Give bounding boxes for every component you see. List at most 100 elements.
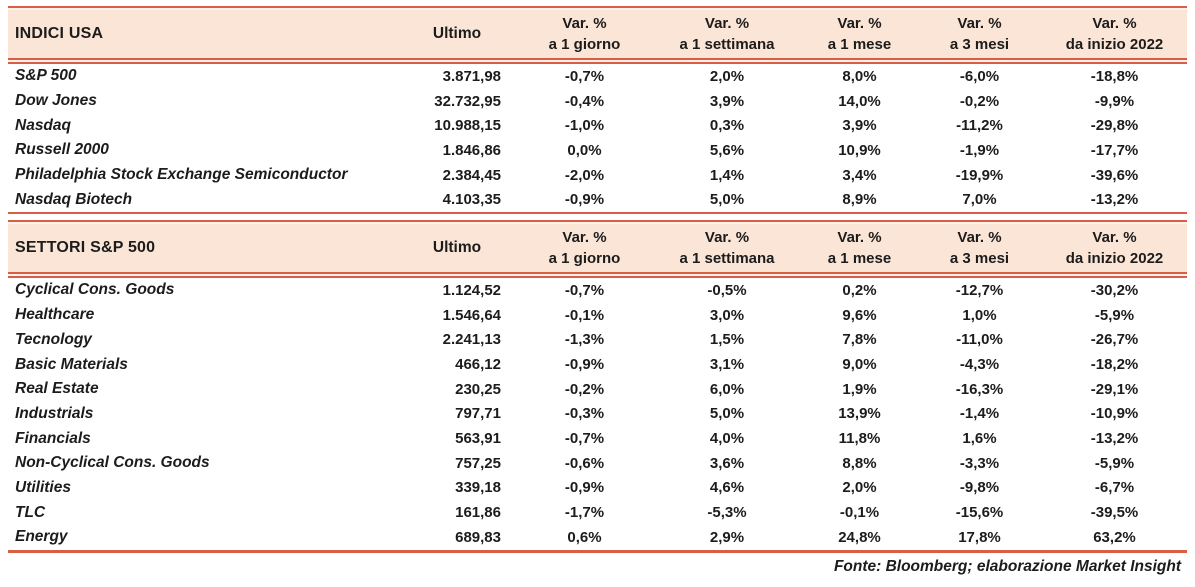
var-period: da inizio 2022 bbox=[1065, 36, 1164, 53]
table-row: Basic Materials 466,12 -0,9% 3,1% 9,0% -4,3… bbox=[8, 352, 1187, 377]
section-title: SETTORI S&P 500 bbox=[15, 239, 156, 257]
table-row: Utilities 339,18 -0,9% 4,6% 2,0% -9,8% -6,7% bbox=[8, 476, 1187, 501]
row-var-value: -11,0% bbox=[956, 331, 1003, 349]
row-var-value: -19,9% bbox=[955, 166, 1004, 184]
row-ultimo-value: 1.124,52 bbox=[442, 281, 501, 299]
row-name: Utilities bbox=[15, 478, 71, 496]
var-label: Var. % bbox=[837, 229, 882, 247]
column-header-ultimo: Ultimo bbox=[432, 239, 482, 257]
row-var-value: -39,6% bbox=[1090, 166, 1139, 184]
var-label: Var. % bbox=[957, 15, 1002, 32]
row-ultimo-value: 3.871,98 bbox=[442, 67, 501, 85]
row-var-value: 0,2% bbox=[842, 281, 877, 299]
column-header-var: Var. % a 1 settimana bbox=[652, 227, 802, 269]
row-var-value: 2,0% bbox=[709, 67, 745, 85]
row-var-value: -0,1% bbox=[839, 504, 880, 522]
column-header-var: Var. % a 1 giorno bbox=[517, 227, 652, 269]
row-var-value: -0,9% bbox=[564, 191, 605, 209]
row-ultimo-value: 339,18 bbox=[455, 479, 501, 497]
row-var-value: 1,9% bbox=[842, 380, 877, 398]
table-row: Cyclical Cons. Goods 1.124,52 -0,7% -0,5%… bbox=[8, 278, 1187, 303]
row-var-value: 5,6% bbox=[709, 141, 745, 159]
row-var-value: 7,8% bbox=[842, 331, 877, 349]
column-header-var: Var. % da inizio 2022 bbox=[1042, 227, 1187, 269]
row-ultimo-value: 689,83 bbox=[455, 528, 501, 546]
row-var-value: -6,7% bbox=[1094, 479, 1135, 497]
var-label: Var. % bbox=[1092, 15, 1137, 32]
var-label: Var. % bbox=[704, 229, 750, 247]
row-var-value: -0,7% bbox=[564, 67, 605, 85]
row-var-value: -0,4% bbox=[564, 92, 605, 110]
section-rows: Cyclical Cons. Goods 1.124,52 -0,7% -0,5%… bbox=[8, 278, 1187, 553]
column-header-var: Var. % a 1 settimana bbox=[652, 13, 802, 55]
row-var-value: 2,9% bbox=[709, 528, 745, 546]
row-var-value: -0,7% bbox=[564, 430, 605, 448]
section-rows: S&P 500 3.871,98 -0,7% 2,0% 8,0% -6,0% -18,8… bbox=[8, 64, 1187, 215]
table-row: S&P 500 3.871,98 -0,7% 2,0% 8,0% -6,0% -18,8… bbox=[8, 64, 1187, 89]
row-ultimo-value: 466,12 bbox=[455, 356, 501, 374]
table-row: Financials 563,91 -0,7% 4,0% 11,8% 1,6% -13,… bbox=[8, 426, 1187, 451]
row-var-value: -13,2% bbox=[1090, 191, 1139, 209]
section-header-band: SETTORI S&P 500 Ultimo Var. % a 1 giorno… bbox=[8, 220, 1187, 279]
row-var-value: -1,7% bbox=[564, 504, 605, 522]
row-var-value: -3,3% bbox=[959, 454, 1000, 472]
table-row: Tecnology 2.241,13 -1,3% 1,5% 7,8% -11,0% -2… bbox=[8, 328, 1187, 353]
table-row: Industrials 797,71 -0,3% 5,0% 13,9% -1,4% -1… bbox=[8, 402, 1187, 427]
row-var-value: -29,8% bbox=[1090, 117, 1139, 135]
row-var-value: -30,2% bbox=[1090, 281, 1139, 299]
row-name: Non-Cyclical Cons. Goods bbox=[15, 454, 210, 472]
var-label: Var. % bbox=[562, 15, 607, 32]
section-title: INDICI USA bbox=[15, 25, 104, 42]
row-var-value: 3,1% bbox=[709, 356, 745, 374]
row-var-value: -39,5% bbox=[1090, 504, 1139, 522]
row-var-value: 8,9% bbox=[842, 191, 877, 209]
row-name: Healthcare bbox=[15, 306, 95, 324]
row-name: Russell 2000 bbox=[15, 141, 109, 159]
row-var-value: -12,7% bbox=[955, 281, 1004, 299]
row-var-value: -5,9% bbox=[1094, 454, 1135, 472]
row-var-value: -15,6% bbox=[955, 504, 1004, 522]
row-var-value: -17,7% bbox=[1090, 141, 1139, 159]
row-var-value: -0,7% bbox=[564, 281, 605, 299]
row-var-value: 8,0% bbox=[842, 67, 877, 85]
row-var-value: -0,9% bbox=[564, 479, 605, 497]
var-label: Var. % bbox=[837, 15, 882, 32]
row-var-value: 63,2% bbox=[1093, 528, 1136, 546]
row-var-value: 9,6% bbox=[842, 306, 877, 324]
row-var-value: 2,0% bbox=[842, 479, 877, 497]
row-var-value: -4,3% bbox=[959, 356, 1000, 374]
row-var-value: -0,2% bbox=[959, 92, 1000, 110]
var-label: Var. % bbox=[704, 15, 750, 32]
column-header-var: Var. % a 3 mesi bbox=[917, 227, 1042, 269]
row-var-value: -9,8% bbox=[959, 479, 1000, 497]
row-var-value: 1,4% bbox=[709, 166, 745, 184]
row-name: TLC bbox=[15, 503, 46, 521]
row-var-value: 10,9% bbox=[838, 141, 881, 159]
table-row: Real Estate 230,25 -0,2% 6,0% 1,9% -16,3% -2… bbox=[8, 377, 1187, 402]
var-label: Var. % bbox=[957, 229, 1002, 247]
row-ultimo-value: 1.846,86 bbox=[442, 141, 501, 159]
row-var-value: -0,6% bbox=[564, 454, 605, 472]
row-var-value: 7,0% bbox=[962, 191, 997, 209]
row-var-value: -18,2% bbox=[1090, 356, 1139, 374]
row-ultimo-value: 2.384,45 bbox=[442, 166, 501, 184]
row-var-value: 3,9% bbox=[842, 117, 877, 135]
row-ultimo-value: 757,25 bbox=[455, 454, 501, 472]
row-ultimo-value: 230,25 bbox=[455, 380, 501, 398]
row-var-value: -10,9% bbox=[1090, 405, 1139, 423]
var-period: a 1 settimana bbox=[679, 36, 775, 53]
row-var-value: -11,2% bbox=[956, 117, 1003, 135]
var-period: a 1 settimana bbox=[679, 250, 775, 268]
row-var-value: 0,3% bbox=[709, 117, 745, 135]
row-var-value: -9,9% bbox=[1094, 92, 1135, 110]
table-row: Dow Jones 32.732,95 -0,4% 3,9% 14,0% -0,2% -… bbox=[8, 89, 1187, 114]
row-ultimo-value: 797,71 bbox=[455, 405, 501, 423]
table-row: Philadelphia Stock Exchange Semiconducto… bbox=[8, 163, 1187, 188]
table-section: SETTORI S&P 500 Ultimo Var. % a 1 giorno… bbox=[8, 220, 1187, 553]
row-var-value: 1,6% bbox=[962, 430, 997, 448]
row-name: Nasdaq Biotech bbox=[15, 190, 133, 208]
row-var-value: 13,9% bbox=[838, 405, 881, 423]
row-name: Nasdaq bbox=[15, 116, 71, 134]
row-name: Industrials bbox=[15, 404, 94, 422]
